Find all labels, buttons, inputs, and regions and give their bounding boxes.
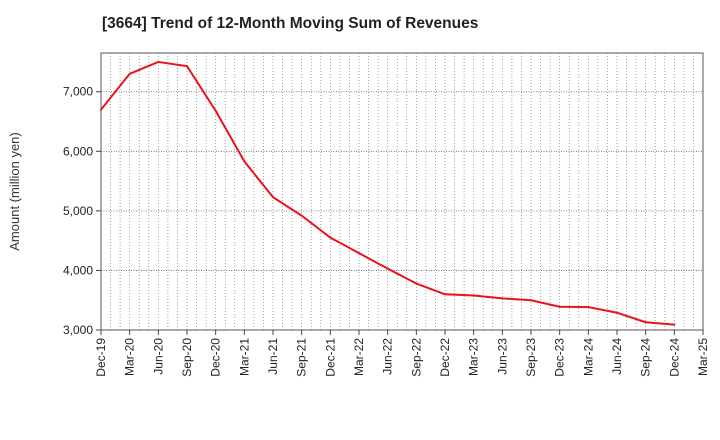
x-tick-label: Dec-22 xyxy=(438,338,452,377)
data-point xyxy=(673,323,676,326)
x-tick-label: Sep-22 xyxy=(409,338,423,377)
data-point xyxy=(501,297,504,300)
x-tick-label: Jun-22 xyxy=(381,338,395,375)
x-tick-label: Mar-22 xyxy=(352,338,366,376)
x-tick-label: Dec-24 xyxy=(667,338,681,377)
y-tick-label: 6,000 xyxy=(63,144,93,158)
x-tick-label: Mar-21 xyxy=(237,338,251,376)
data-point xyxy=(214,109,217,112)
y-tick-label: 5,000 xyxy=(63,204,93,218)
x-tick-label: Mar-24 xyxy=(581,338,595,376)
x-tick-label: Jun-23 xyxy=(495,338,509,375)
chart-title: [3664] Trend of 12-Month Moving Sum of R… xyxy=(102,15,479,32)
x-tick-label: Jun-21 xyxy=(266,338,280,375)
plot-frame xyxy=(100,52,704,331)
data-point xyxy=(558,305,561,308)
data-point xyxy=(530,299,532,302)
x-tick-label: Mar-25 xyxy=(696,338,710,376)
data-point xyxy=(358,252,360,255)
x-tick-label: Dec-20 xyxy=(209,338,223,377)
x-tick-label: Sep-23 xyxy=(524,338,538,377)
y-tick-label: 7,000 xyxy=(63,85,93,99)
data-point xyxy=(587,306,590,309)
y-axis-label: Amount (million yen) xyxy=(7,132,22,251)
x-tick-label: Jun-24 xyxy=(610,338,624,375)
x-tick-label: Sep-21 xyxy=(295,338,309,377)
x-tick-label: Mar-20 xyxy=(123,338,137,376)
data-point xyxy=(243,160,246,163)
x-tick-label: Mar-23 xyxy=(467,338,481,376)
data-point xyxy=(329,236,332,239)
data-point xyxy=(157,60,160,63)
data-point xyxy=(415,282,418,285)
data-point xyxy=(272,196,274,199)
data-point xyxy=(386,267,389,270)
x-tick-label: Dec-23 xyxy=(553,338,567,377)
data-point xyxy=(616,311,618,314)
x-tick-label: Dec-19 xyxy=(94,338,108,377)
data-point xyxy=(186,65,188,68)
x-tick-label: Dec-21 xyxy=(323,338,337,377)
data-point xyxy=(128,72,131,75)
plot-area xyxy=(101,53,703,330)
data-point xyxy=(300,214,303,217)
x-tick-label: Jun-20 xyxy=(151,338,165,375)
y-tick-label: 4,000 xyxy=(63,263,93,277)
data-point xyxy=(444,293,446,296)
y-tick-label: 3,000 xyxy=(63,323,93,337)
x-tick-label: Sep-24 xyxy=(639,338,653,377)
data-point xyxy=(644,321,647,324)
data-point xyxy=(100,108,102,111)
x-tick-label: Sep-20 xyxy=(180,338,194,377)
data-point xyxy=(472,294,475,297)
